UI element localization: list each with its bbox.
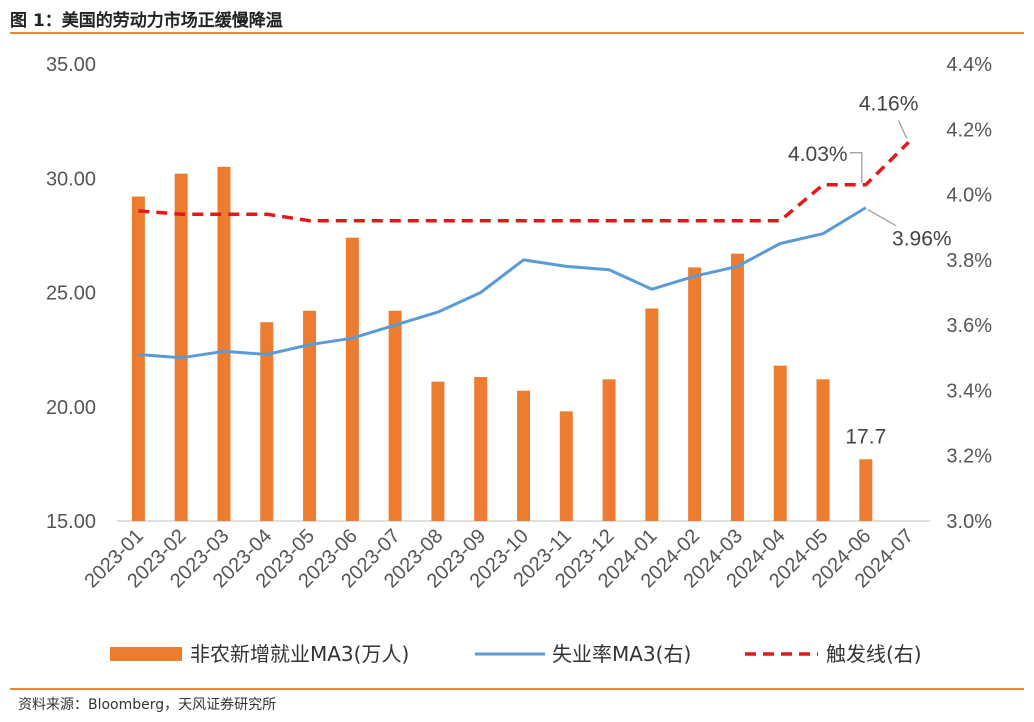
bar <box>131 196 145 521</box>
legend-label: 失业率MA3(右) <box>552 642 691 666</box>
left-axis-tick-label: 20.00 <box>46 397 96 419</box>
right-axis-tick-label: 3.2% <box>946 446 992 468</box>
bar <box>431 381 445 521</box>
bar <box>345 237 359 521</box>
unemployment-line <box>138 206 867 360</box>
bar <box>859 459 873 521</box>
right-axis-tick-label: 3.0% <box>946 511 992 533</box>
bar <box>773 365 787 521</box>
bar <box>388 310 402 521</box>
bar <box>217 166 231 521</box>
bar <box>816 379 830 521</box>
leader-line <box>867 209 897 227</box>
data-label: 4.03% <box>788 143 848 166</box>
leader-line <box>849 152 863 183</box>
trigger-line <box>138 141 910 223</box>
right-axis-tick-label: 4.2% <box>946 119 992 141</box>
bar <box>645 308 659 521</box>
bottom-divider <box>10 688 1024 690</box>
right-axis-tick-label: 3.4% <box>946 380 992 402</box>
right-axis-tick-label: 3.6% <box>946 315 992 337</box>
bar <box>602 379 616 521</box>
legend-label: 触发线(右) <box>826 642 922 666</box>
bar <box>174 173 188 521</box>
left-axis-tick-label: 35.00 <box>46 54 96 76</box>
left-axis-tick-label: 25.00 <box>46 283 96 305</box>
bar <box>303 310 317 521</box>
chart-title: 图 1：美国的劳动力市场正缓慢降温 <box>10 11 283 31</box>
top-divider <box>10 32 1024 34</box>
data-label: 3.96% <box>892 228 952 251</box>
right-axis-tick-label: 3.8% <box>946 250 992 272</box>
bar <box>260 322 274 521</box>
data-label: 4.16% <box>859 92 919 115</box>
right-axis-tick-label: 4.4% <box>946 54 992 76</box>
bar <box>730 253 744 521</box>
leader-line <box>898 120 908 139</box>
legend-swatch-bars <box>110 647 182 661</box>
bar <box>559 411 573 521</box>
source-note: 资料来源：Bloomberg，天风证券研究所 <box>18 697 277 713</box>
bar <box>474 377 488 521</box>
bar <box>688 267 702 521</box>
data-label: 17.7 <box>845 425 886 448</box>
left-axis-tick-label: 30.00 <box>46 168 96 190</box>
left-axis-tick-label: 15.00 <box>46 511 96 533</box>
right-axis-tick-label: 4.0% <box>946 185 992 207</box>
bar <box>517 390 530 521</box>
legend-label: 非农新增就业MA3(万人) <box>190 642 409 666</box>
